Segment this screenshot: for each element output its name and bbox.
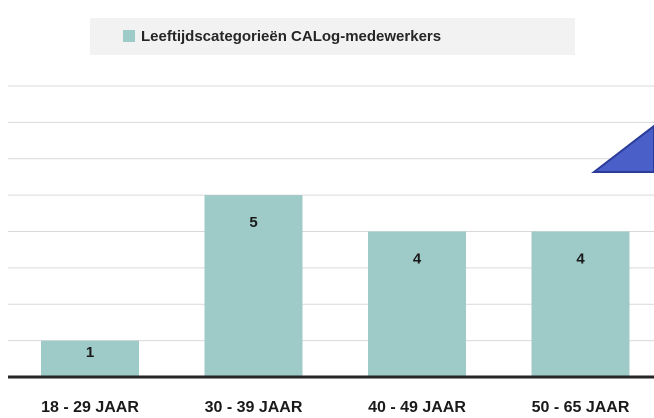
data-label: 4 — [576, 250, 585, 267]
data-label: 1 — [86, 344, 94, 361]
triangle-shape — [591, 124, 654, 173]
legend-box — [90, 18, 575, 55]
legend-swatch — [123, 30, 135, 42]
data-label: 5 — [249, 214, 257, 231]
x-tick-label: 40 - 49 JAAR — [368, 399, 466, 416]
x-tick-label: 50 - 65 JAAR — [532, 399, 630, 416]
x-tick-label: 30 - 39 JAAR — [205, 399, 303, 416]
legend-label: Leeftijdscategorieën CALog-medewerkers — [141, 28, 441, 45]
bar — [41, 340, 139, 377]
bar — [531, 231, 630, 377]
bar — [204, 195, 303, 377]
x-tick-label: 18 - 29 JAAR — [41, 399, 139, 416]
plot: 1 5 4 4 18 - 29 JAAR 30 - 39 JAAR 40 - 49 JAAR… — [8, 85, 654, 416]
bar — [368, 231, 466, 377]
data-label: 4 — [413, 250, 422, 267]
